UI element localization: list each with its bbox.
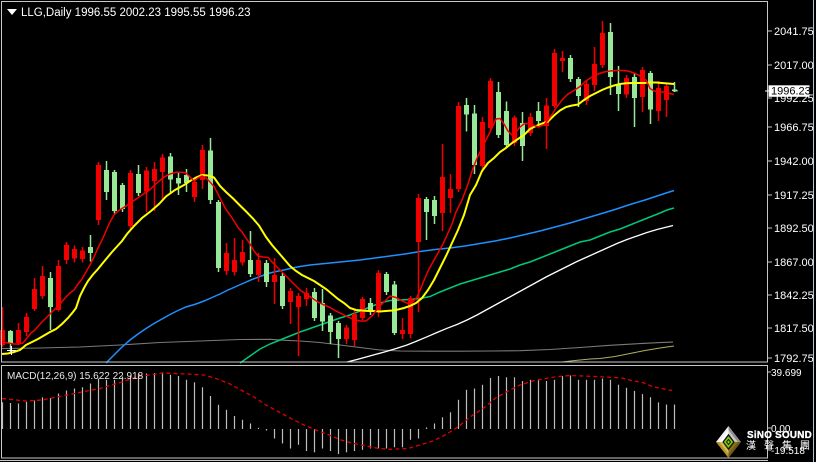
svg-text:SiNO SOUND: SiNO SOUND (747, 430, 812, 441)
svg-text:2041.75: 2041.75 (774, 26, 814, 38)
svg-text:1917.25: 1917.25 (774, 190, 814, 202)
svg-text:1892.50: 1892.50 (774, 223, 814, 235)
svg-text:LLG,Daily 1996.55 2002.23 199: LLG,Daily 1996.55 2002.23 1995.55 1996.2… (21, 7, 251, 19)
svg-text:1966.75: 1966.75 (774, 122, 814, 134)
svg-text:-19.518: -19.518 (771, 446, 805, 457)
svg-text:39.699: 39.699 (771, 368, 802, 379)
svg-text:1996.23: 1996.23 (771, 86, 811, 98)
svg-text:MACD(12,26,9) 15.622 22.918: MACD(12,26,9) 15.622 22.918 (7, 371, 144, 382)
svg-text:1942.00: 1942.00 (774, 156, 814, 168)
svg-text:1842.25: 1842.25 (774, 290, 814, 302)
svg-text:1792.75: 1792.75 (774, 353, 814, 365)
svg-text:2017.00: 2017.00 (774, 60, 814, 72)
svg-text:1817.50: 1817.50 (774, 323, 814, 335)
svg-text:漢聲集團: 漢聲集團 (746, 439, 816, 452)
svg-text:0.00: 0.00 (771, 424, 791, 435)
svg-text:1867.00: 1867.00 (774, 257, 814, 269)
